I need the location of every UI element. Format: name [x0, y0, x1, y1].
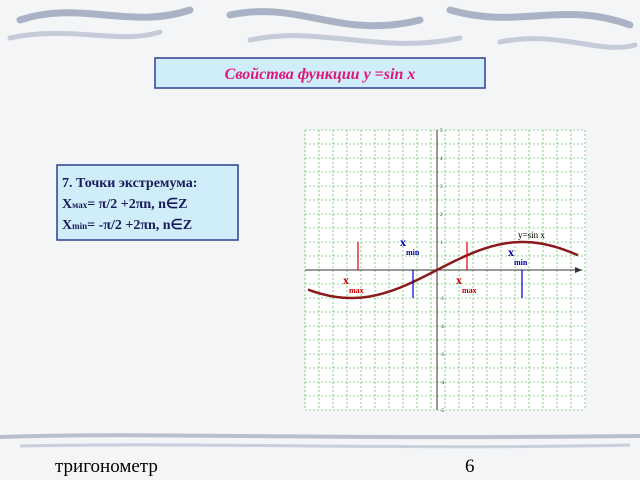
bottom-decoration: [0, 433, 640, 449]
y-tick-label: 3: [440, 185, 443, 190]
y-tick-label: -1: [440, 297, 445, 302]
info-rest: = π/2 +2πn, n∈Z: [87, 197, 187, 212]
extremum-sub: min: [406, 248, 420, 257]
extremum-x: x: [508, 245, 514, 259]
function-label: y=sin x: [518, 230, 545, 240]
info-line: Xмах= π/2 +2πn, n∈Z: [62, 197, 188, 212]
y-tick-label: 5: [440, 129, 443, 134]
y-tick-label: 2: [440, 213, 443, 218]
y-tick-label: -2: [440, 325, 445, 330]
info-sub: min: [72, 221, 87, 231]
top-decoration: [7, 6, 638, 50]
footer-left: тригонометр: [55, 456, 158, 477]
info-rest: = -π/2 +2πn, n∈Z: [87, 218, 192, 233]
extremum-sub: max: [349, 286, 364, 295]
title: Свойства функции y =sin x: [225, 66, 416, 83]
extremum-x: x: [343, 273, 349, 287]
x-arrow: [575, 267, 582, 273]
page-number: 6: [465, 456, 475, 477]
y-tick-label: -3: [440, 353, 445, 358]
info-line: Xmin= -π/2 +2πn, n∈Z: [62, 218, 192, 233]
info-box: [56, 164, 239, 241]
title-box: [154, 57, 486, 89]
info-sub: мах: [72, 200, 88, 210]
info-main: X: [62, 197, 72, 212]
y-tick-label: -4: [440, 381, 445, 386]
info-heading: 7. Точки экстремума:: [62, 176, 197, 191]
extremum-x: x: [400, 235, 406, 249]
sine-curve: [307, 240, 579, 300]
extremum-sub: min: [514, 258, 528, 267]
y-tick-label: -5: [440, 409, 445, 414]
y-tick-label: 1: [440, 241, 443, 246]
y-tick-label: 4: [440, 157, 443, 162]
extremum-sub: max: [462, 286, 477, 295]
extremum-x: x: [456, 273, 462, 287]
info-main: X: [62, 218, 72, 233]
